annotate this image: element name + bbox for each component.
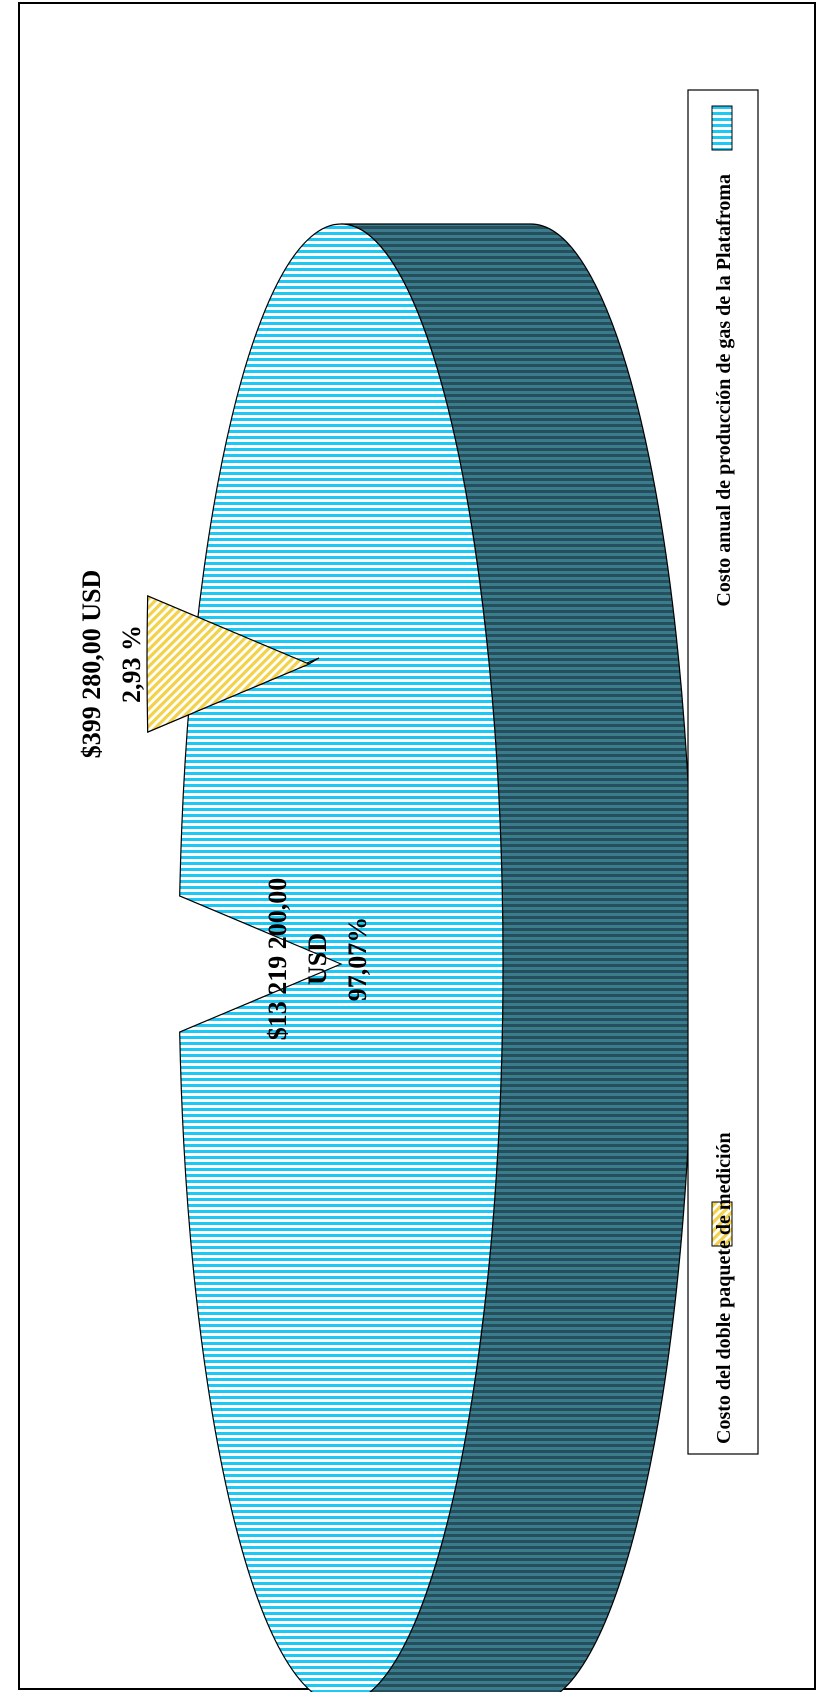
legend-label-small-text: Costo del doble paquete de medición xyxy=(713,1132,735,1444)
small-slice-percent-label: 2,93 % xyxy=(117,625,146,703)
chart-frame: $399 280,00 USD 2,93 % $13 219 200,00 US… xyxy=(18,2,816,1692)
main-slice-percent-label: 97,07% xyxy=(343,917,372,1002)
pie-slice-main xyxy=(179,223,504,1692)
pie-chart-3d: $399 280,00 USD 2,93 % $13 219 200,00 US… xyxy=(77,89,759,1692)
legend: Costo del doble paquete de medición Cost… xyxy=(687,89,759,1455)
main-slice-value-label: $13 219 200,00 xyxy=(263,878,292,1041)
pie-slice-small xyxy=(146,595,311,733)
main-slice-value-unit: USD xyxy=(303,933,332,985)
small-slice-value-label: $399 280,00 USD xyxy=(77,570,106,759)
legend-swatch-main xyxy=(711,105,733,151)
legend-label-main: Costo anual de producción de gas de la P… xyxy=(713,174,735,607)
legend-swatch-small xyxy=(711,1201,733,1247)
